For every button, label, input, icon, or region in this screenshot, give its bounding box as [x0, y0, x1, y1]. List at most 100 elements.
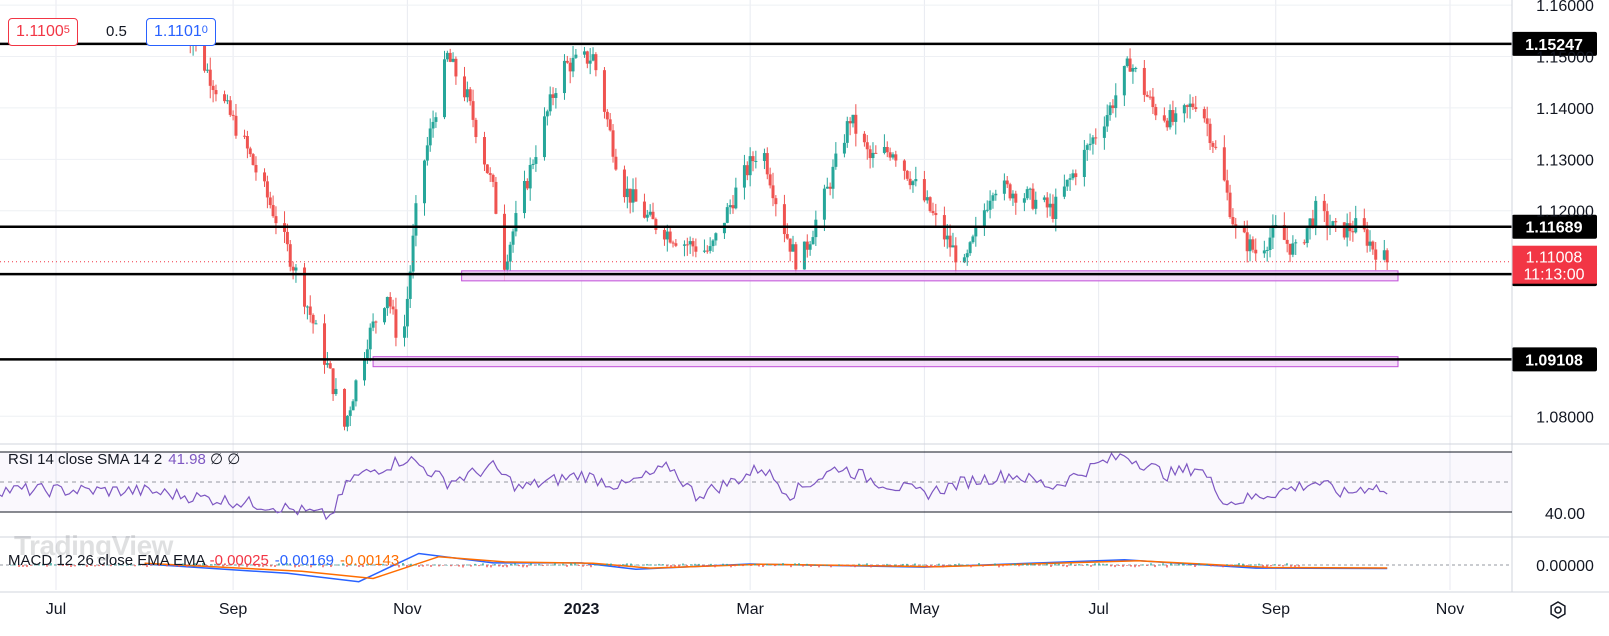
candle: [911, 180, 915, 193]
candle: [468, 86, 472, 106]
candle: [465, 81, 469, 103]
candle: [522, 170, 526, 219]
candle-body: [1254, 249, 1258, 254]
candle-body: [1211, 143, 1215, 147]
macd-histogram-bar: [1194, 565, 1196, 567]
macd-histogram-bar: [658, 563, 660, 566]
candle: [842, 134, 846, 158]
candle: [811, 230, 815, 245]
candle-body: [734, 187, 738, 209]
candle: [705, 245, 709, 254]
macd-histogram-bar: [378, 565, 380, 566]
candle: [1225, 169, 1229, 201]
macd-histogram-bar: [546, 565, 548, 566]
macd-histogram-bar: [74, 565, 76, 567]
candle-body: [1014, 193, 1018, 203]
macd-histogram-bar: [130, 563, 132, 566]
macd-histogram-bar: [814, 564, 816, 566]
candle-body: [594, 54, 598, 71]
macd-histogram-bar: [110, 565, 112, 567]
candle: [965, 249, 969, 266]
sell-price-box[interactable]: 1.11005: [8, 18, 78, 46]
macd-histogram-bar: [758, 565, 760, 567]
candle: [323, 314, 327, 374]
macd-histogram-bar: [462, 565, 464, 568]
candle: [614, 148, 618, 171]
candle-body: [1011, 193, 1015, 199]
candle: [934, 203, 938, 227]
macd-histogram-bar: [174, 565, 176, 567]
macd-legend[interactable]: MACD 12 26 close EMA EMA -0.00025 -0.00169…: [8, 552, 399, 569]
macd-histogram-bar: [374, 564, 376, 566]
candle: [1228, 184, 1232, 219]
candle-body: [1185, 105, 1189, 107]
candle-body: [351, 401, 355, 411]
candle: [1208, 118, 1212, 150]
macd-histogram-bar: [718, 565, 720, 566]
candle: [922, 170, 926, 203]
candle: [1185, 104, 1189, 119]
candle-body: [774, 198, 778, 205]
candle: [305, 305, 309, 320]
macd-histogram-bar: [878, 565, 880, 567]
candle: [1214, 140, 1218, 150]
macd-histogram-bar: [446, 564, 448, 566]
rsi-legend[interactable]: RSI 14 close SMA 14 2 41.98 ∅ ∅: [8, 450, 240, 468]
candle-body: [914, 179, 918, 182]
candle-body: [711, 240, 715, 247]
macd-histogram-bar: [614, 565, 616, 566]
candle: [1368, 230, 1372, 252]
candle-body: [325, 363, 329, 365]
candle: [1188, 94, 1192, 119]
candle: [528, 157, 532, 201]
macd-histogram-bar: [694, 563, 696, 566]
candle: [208, 57, 212, 99]
candle: [805, 234, 809, 258]
candle-body: [1265, 249, 1269, 251]
macd-histogram-bar: [714, 565, 716, 568]
candle: [1085, 143, 1089, 161]
candle: [788, 238, 792, 262]
time-axis-label: Sep: [219, 601, 248, 618]
candle-body: [445, 52, 449, 60]
candle-body: [811, 237, 815, 245]
level-label-box: [1512, 347, 1597, 372]
macd-histogram-bar: [774, 565, 776, 567]
candle-body: [1231, 217, 1235, 225]
macd-histogram-bar: [1226, 564, 1228, 566]
candle: [1091, 135, 1095, 155]
macd-histogram-bar: [386, 565, 388, 566]
macd-histogram-bar: [254, 565, 256, 567]
macd-histogram-bar: [1090, 565, 1092, 567]
macd-histogram-bar: [290, 564, 292, 566]
candle: [888, 147, 892, 161]
settings-gear-icon[interactable]: [1548, 600, 1568, 620]
candle-body: [1302, 242, 1306, 244]
macd-histogram-bar: [18, 565, 20, 567]
candle: [451, 52, 455, 63]
candle-body: [648, 211, 652, 215]
candle-body: [1148, 96, 1152, 98]
candle: [1048, 193, 1052, 217]
candle-body: [694, 246, 698, 252]
macd-histogram-bar: [710, 563, 712, 566]
macd-histogram-bar: [1150, 563, 1152, 566]
macd-histogram-bar: [622, 564, 624, 566]
candle-body: [714, 233, 718, 241]
candle: [1011, 190, 1015, 206]
macd-histogram-bar: [1154, 565, 1156, 568]
candle-body: [828, 186, 832, 189]
macd-histogram-bar: [1134, 565, 1136, 568]
candle-body: [674, 243, 678, 246]
macd-histogram-bar: [134, 565, 136, 567]
macd-histogram-bar: [674, 565, 676, 567]
macd-histogram-bar: [438, 565, 440, 567]
candle: [1354, 205, 1358, 234]
candle-body: [422, 160, 426, 204]
candle: [585, 50, 589, 69]
buy-price-box[interactable]: 1.11010: [146, 18, 216, 46]
candle-body: [1145, 94, 1149, 97]
candle-body: [265, 181, 269, 198]
macd-histogram-bar: [1162, 563, 1164, 566]
